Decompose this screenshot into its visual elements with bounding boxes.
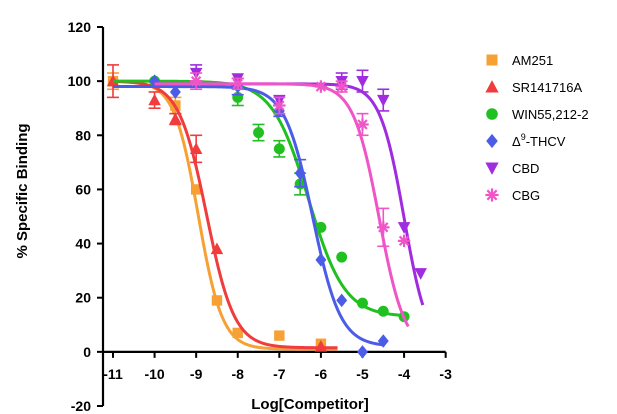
- fit-curve: [112, 79, 338, 351]
- data-point: [356, 75, 369, 88]
- legend-item: Δ9-THCV: [486, 132, 566, 149]
- x-tick-label: -4: [398, 366, 411, 382]
- data-point: [210, 242, 224, 255]
- data-point: [336, 251, 348, 263]
- y-tick-label: 80: [75, 127, 91, 143]
- legend-marker: [485, 162, 499, 175]
- x-tick-label: -7: [273, 366, 286, 382]
- data-point: [397, 222, 411, 234]
- data-point: [294, 166, 306, 180]
- y-tick-label: 40: [75, 236, 91, 252]
- fit-curve: [113, 85, 384, 347]
- data-point: [315, 253, 327, 267]
- y-tick-label: 60: [75, 181, 91, 197]
- y-tick-label: 0: [83, 344, 91, 360]
- data-point: [189, 142, 203, 155]
- data-point: [189, 74, 203, 88]
- x-tick-label: -10: [144, 366, 164, 382]
- series-1: [106, 64, 338, 352]
- x-axis-label: Log[Competitor]: [251, 396, 368, 413]
- legend-item: SR141716A: [485, 80, 582, 95]
- data-point: [377, 221, 390, 234]
- data-point: [414, 268, 427, 280]
- data-point: [314, 80, 328, 93]
- legend-marker: [486, 133, 498, 149]
- legend: AM251 SR141716A WIN55,212-2 Δ9-THCV CBD CBG: [485, 53, 589, 203]
- legend-label: SR141716A: [512, 80, 582, 95]
- data-point: [357, 297, 368, 309]
- legend-marker: [485, 188, 499, 202]
- legend-marker: [485, 80, 499, 93]
- data-point: [232, 327, 243, 339]
- x-tick-label: -5: [356, 366, 369, 382]
- data-point: [336, 293, 348, 308]
- data-point: [169, 112, 182, 125]
- x-tick-label: -9: [190, 366, 203, 382]
- data-point: [335, 80, 348, 93]
- x-tick-label: -3: [439, 366, 452, 382]
- legend-label: CBG: [512, 188, 540, 203]
- legend-marker: [486, 108, 498, 120]
- data-point: [397, 234, 411, 248]
- legend-label: CBD: [512, 161, 539, 176]
- data-point: [231, 77, 244, 91]
- data-point: [314, 339, 328, 352]
- data-point: [377, 334, 389, 348]
- x-tick-label: -8: [232, 366, 245, 382]
- data-point: [148, 93, 161, 106]
- legend-item: AM251: [486, 53, 553, 68]
- y-axis-label: % Specific Binding: [14, 123, 31, 258]
- legend-item: CBG: [485, 188, 540, 203]
- data-point: [253, 127, 264, 139]
- legend-label: Δ9-THCV: [512, 132, 566, 149]
- y-tick-label: -20: [71, 398, 91, 414]
- data-point: [190, 184, 202, 195]
- data-point: [273, 143, 285, 155]
- data-point: [315, 221, 327, 233]
- data-point: [273, 99, 286, 112]
- y-tick-label: 100: [68, 73, 92, 89]
- legend-item: CBD: [485, 161, 539, 176]
- legend-label: AM251: [512, 53, 553, 68]
- series-5: [154, 72, 411, 328]
- data-point: [211, 295, 223, 306]
- legend-marker: [486, 54, 498, 66]
- data-point: [357, 345, 368, 359]
- fit-curve: [112, 79, 338, 350]
- legend-label: WIN55,212-2: [512, 107, 589, 122]
- x-tick-label: -11: [103, 366, 123, 382]
- x-tick-label: -6: [315, 366, 328, 382]
- data-point: [377, 94, 390, 107]
- fit-curve: [113, 79, 405, 317]
- y-tick-label: 20: [75, 290, 91, 306]
- data-point: [169, 85, 181, 99]
- series-3: [113, 74, 389, 359]
- data-point: [274, 330, 285, 341]
- data-point: [356, 118, 369, 131]
- series-2: [113, 75, 410, 323]
- fit-curve: [154, 82, 410, 328]
- data-point: [377, 305, 389, 317]
- series-0: [107, 72, 338, 351]
- legend-item: WIN55,212-2: [486, 107, 589, 122]
- y-tick-label: 120: [68, 19, 92, 35]
